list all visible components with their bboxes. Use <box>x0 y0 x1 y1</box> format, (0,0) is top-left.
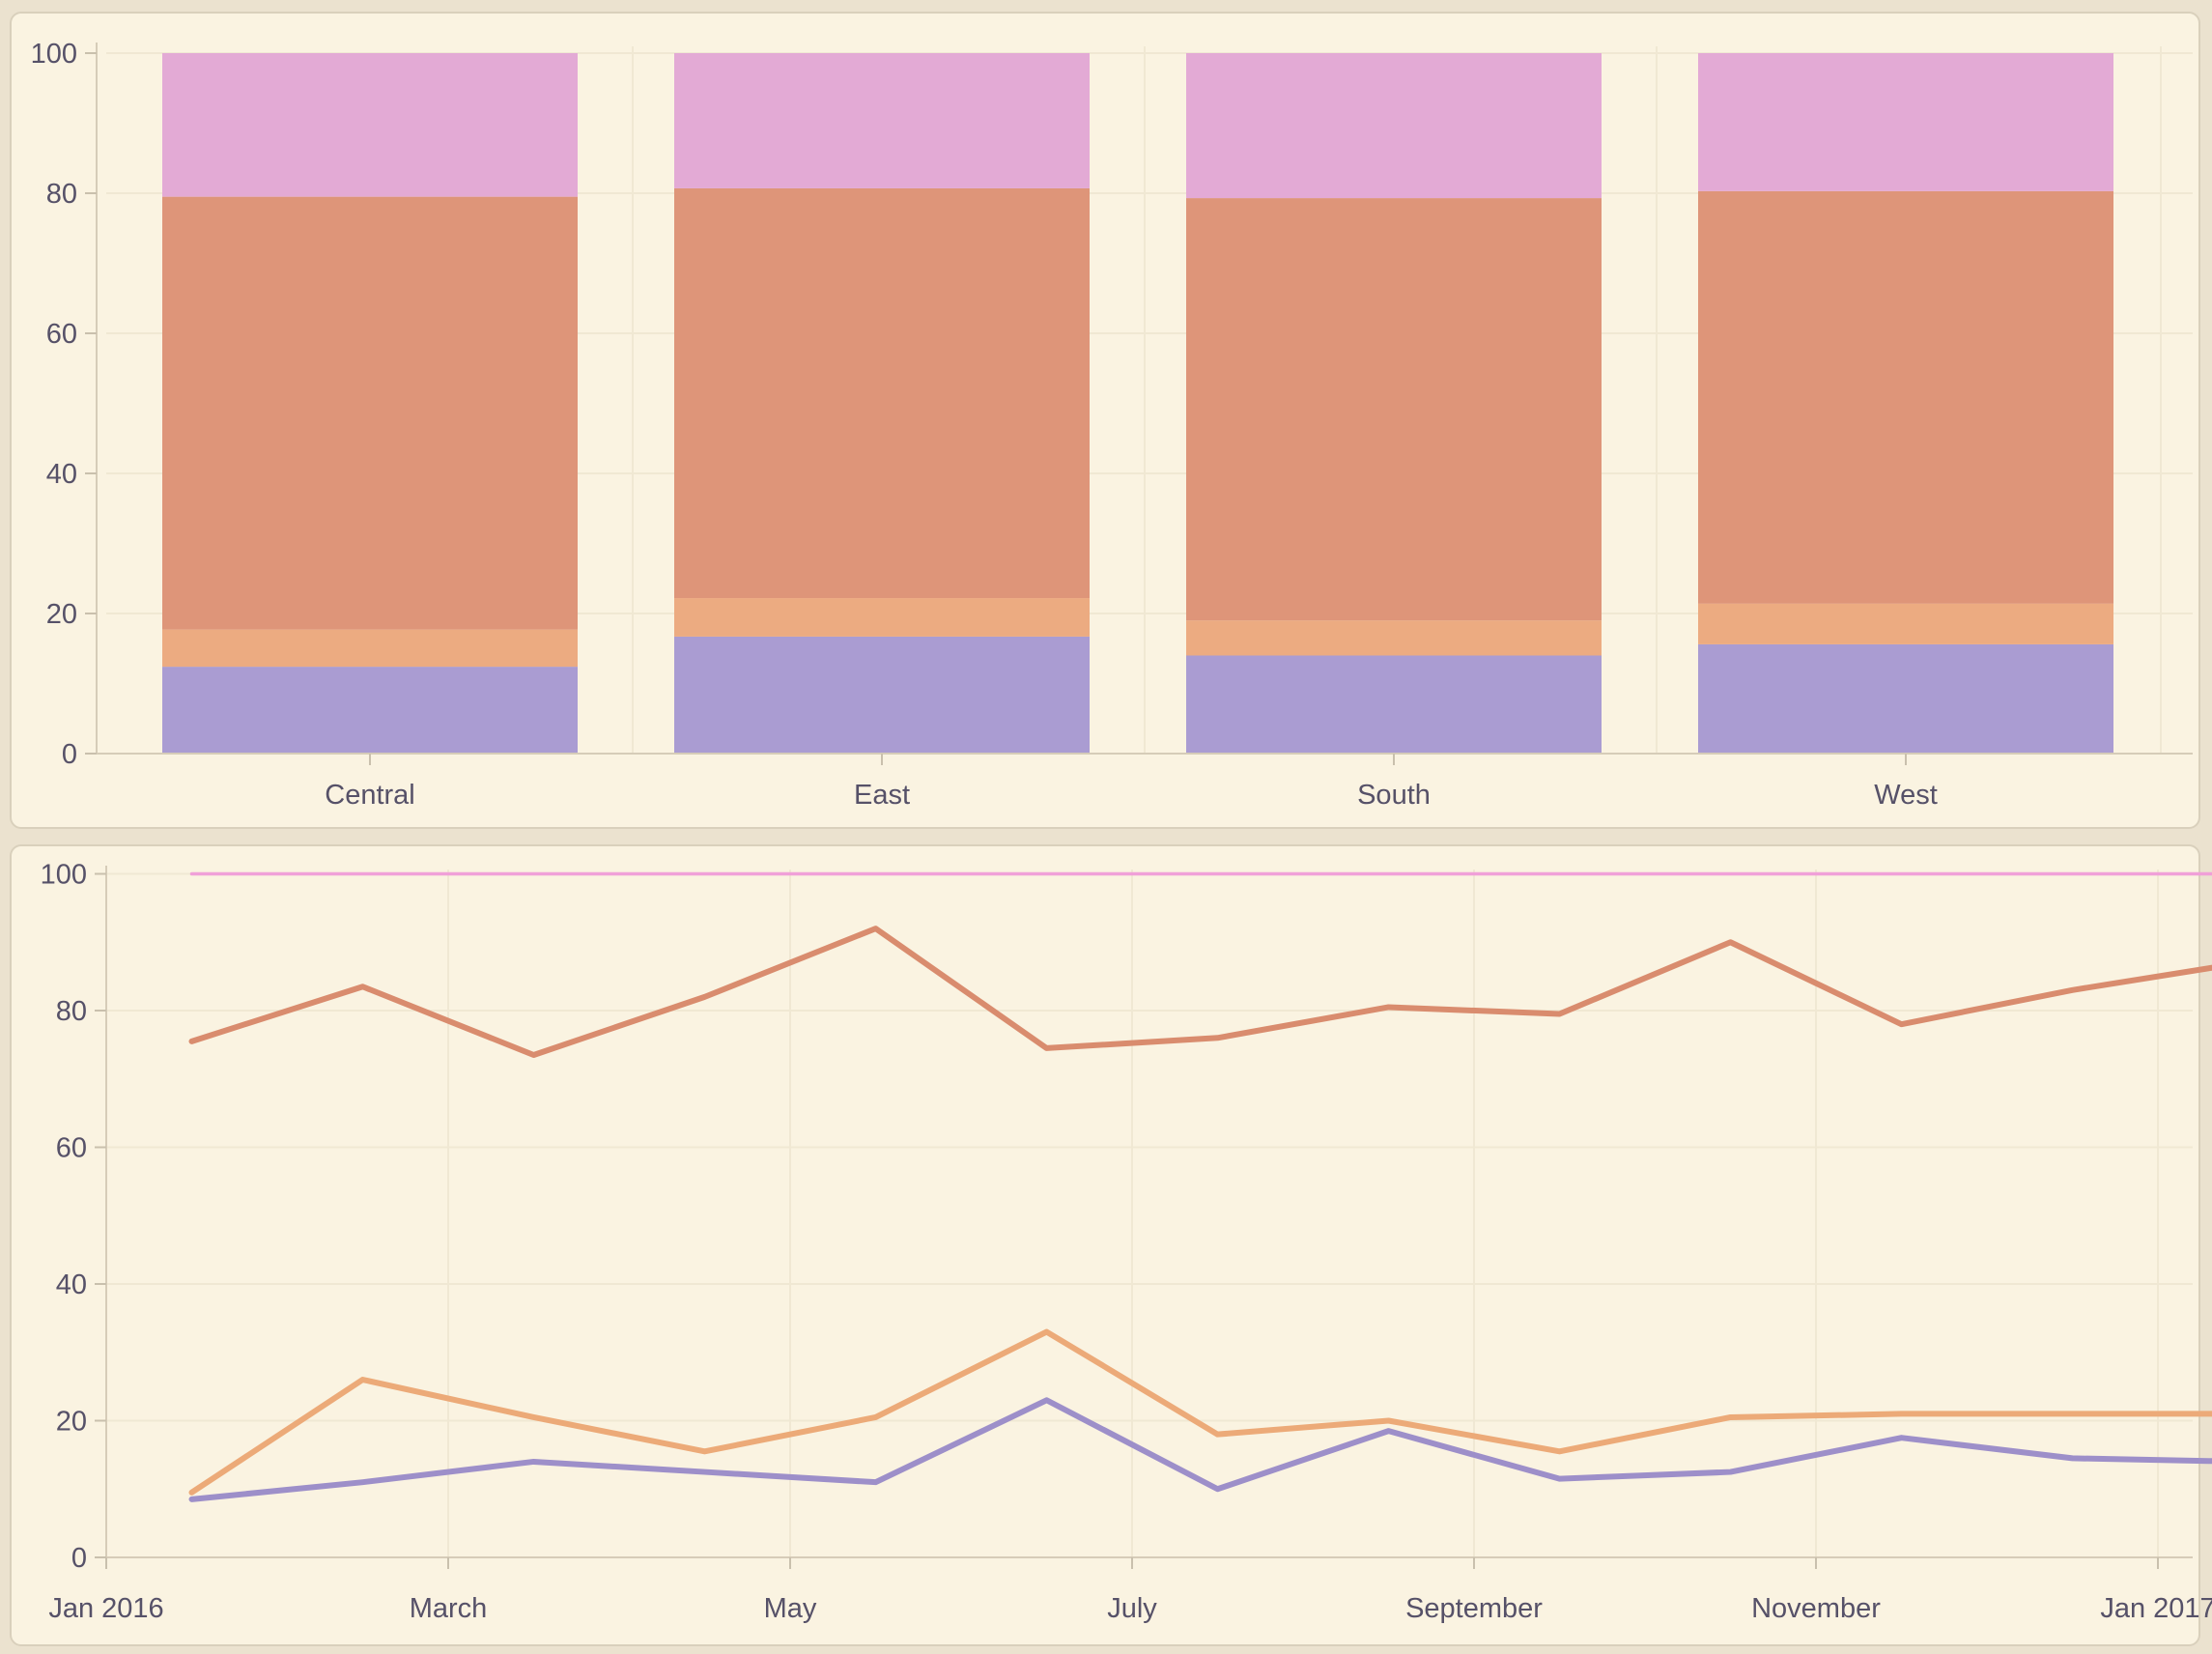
bar-south-segment-pink[interactable] <box>1186 53 1602 199</box>
line-series-group <box>188 871 2212 1502</box>
bar-east-segment-orange[interactable] <box>674 598 1090 637</box>
x-tick-label-jan-2017: Jan 2017 <box>2100 1593 2212 1624</box>
y-tick-label-80: 80 <box>46 179 77 210</box>
line-orange[interactable] <box>188 1328 2212 1496</box>
x-tick-label-july: July <box>1107 1593 1157 1624</box>
x-tick-label-jan-2016: Jan 2016 <box>48 1593 163 1624</box>
bar-central-segment-purple[interactable] <box>162 667 578 754</box>
y-tick-label-60: 60 <box>46 319 77 350</box>
bar-central-segment-salmon[interactable] <box>162 196 578 630</box>
bar-central-segment-orange[interactable] <box>162 629 578 668</box>
bar-west-segment-orange[interactable] <box>1698 603 2113 644</box>
bar-south <box>1186 53 1602 754</box>
y-tick-label-60: 60 <box>56 1133 87 1164</box>
bar-east-segment-salmon[interactable] <box>674 187 1090 599</box>
y-tick-label-20: 20 <box>56 1407 87 1438</box>
x-tick-label-september: September <box>1405 1593 1543 1624</box>
y-tick-label-80: 80 <box>56 996 87 1027</box>
bar-east-segment-purple[interactable] <box>674 636 1090 754</box>
stacked-bar-chart-card: 0 20 40 60 80 100 Central East South West <box>10 12 2200 829</box>
x-tick-label-november: November <box>1751 1593 1881 1624</box>
category-label-east: East <box>854 780 910 811</box>
y-tick-label-0: 0 <box>71 1543 87 1574</box>
category-label-west: West <box>1874 780 1938 811</box>
bar-south-segment-orange[interactable] <box>1186 620 1602 656</box>
category-label-central: Central <box>325 780 415 811</box>
bar-west-segment-purple[interactable] <box>1698 643 2113 754</box>
y-tick-label-100: 100 <box>41 860 87 891</box>
bar-south-segment-salmon[interactable] <box>1186 198 1602 621</box>
line-salmon[interactable] <box>188 926 2212 1058</box>
line-chart: 0 20 40 60 80 100 Jan 2016 March May July Septembe… <box>41 860 2212 1624</box>
bar-west-segment-pink[interactable] <box>1698 53 2113 191</box>
bar-west <box>1698 53 2113 754</box>
bar-west-segment-salmon[interactable] <box>1698 190 2113 604</box>
line-chart-card: 0 20 40 60 80 100 Jan 2016 March May July Septembe… <box>10 844 2212 1646</box>
bar-south-segment-purple[interactable] <box>1186 655 1602 755</box>
bar-east-segment-pink[interactable] <box>674 53 1090 188</box>
category-label-south: South <box>1357 780 1431 811</box>
y-tick-label-20: 20 <box>46 599 77 630</box>
y-tick-label-100: 100 <box>31 39 77 70</box>
x-tick-label-may: May <box>764 1593 817 1624</box>
y-tick-label-40: 40 <box>56 1269 87 1300</box>
bar-central-segment-pink[interactable] <box>162 53 578 197</box>
stacked-bar-chart: 0 20 40 60 80 100 Central East South West <box>31 39 2193 811</box>
x-tick-label-march: March <box>410 1593 488 1624</box>
bar-central <box>162 53 578 754</box>
y-tick-label-40: 40 <box>46 459 77 490</box>
bar-east <box>674 53 1090 754</box>
line-purple[interactable] <box>188 1397 2212 1502</box>
y-tick-label-0: 0 <box>62 739 77 770</box>
